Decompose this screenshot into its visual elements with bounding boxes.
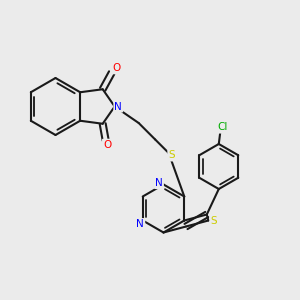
Text: O: O — [103, 140, 111, 150]
Text: N: N — [136, 219, 144, 229]
Text: O: O — [112, 63, 120, 73]
Text: N: N — [155, 178, 163, 188]
Text: N: N — [114, 101, 122, 112]
Text: S: S — [168, 150, 175, 161]
Text: Cl: Cl — [217, 122, 228, 133]
Text: S: S — [211, 215, 217, 226]
